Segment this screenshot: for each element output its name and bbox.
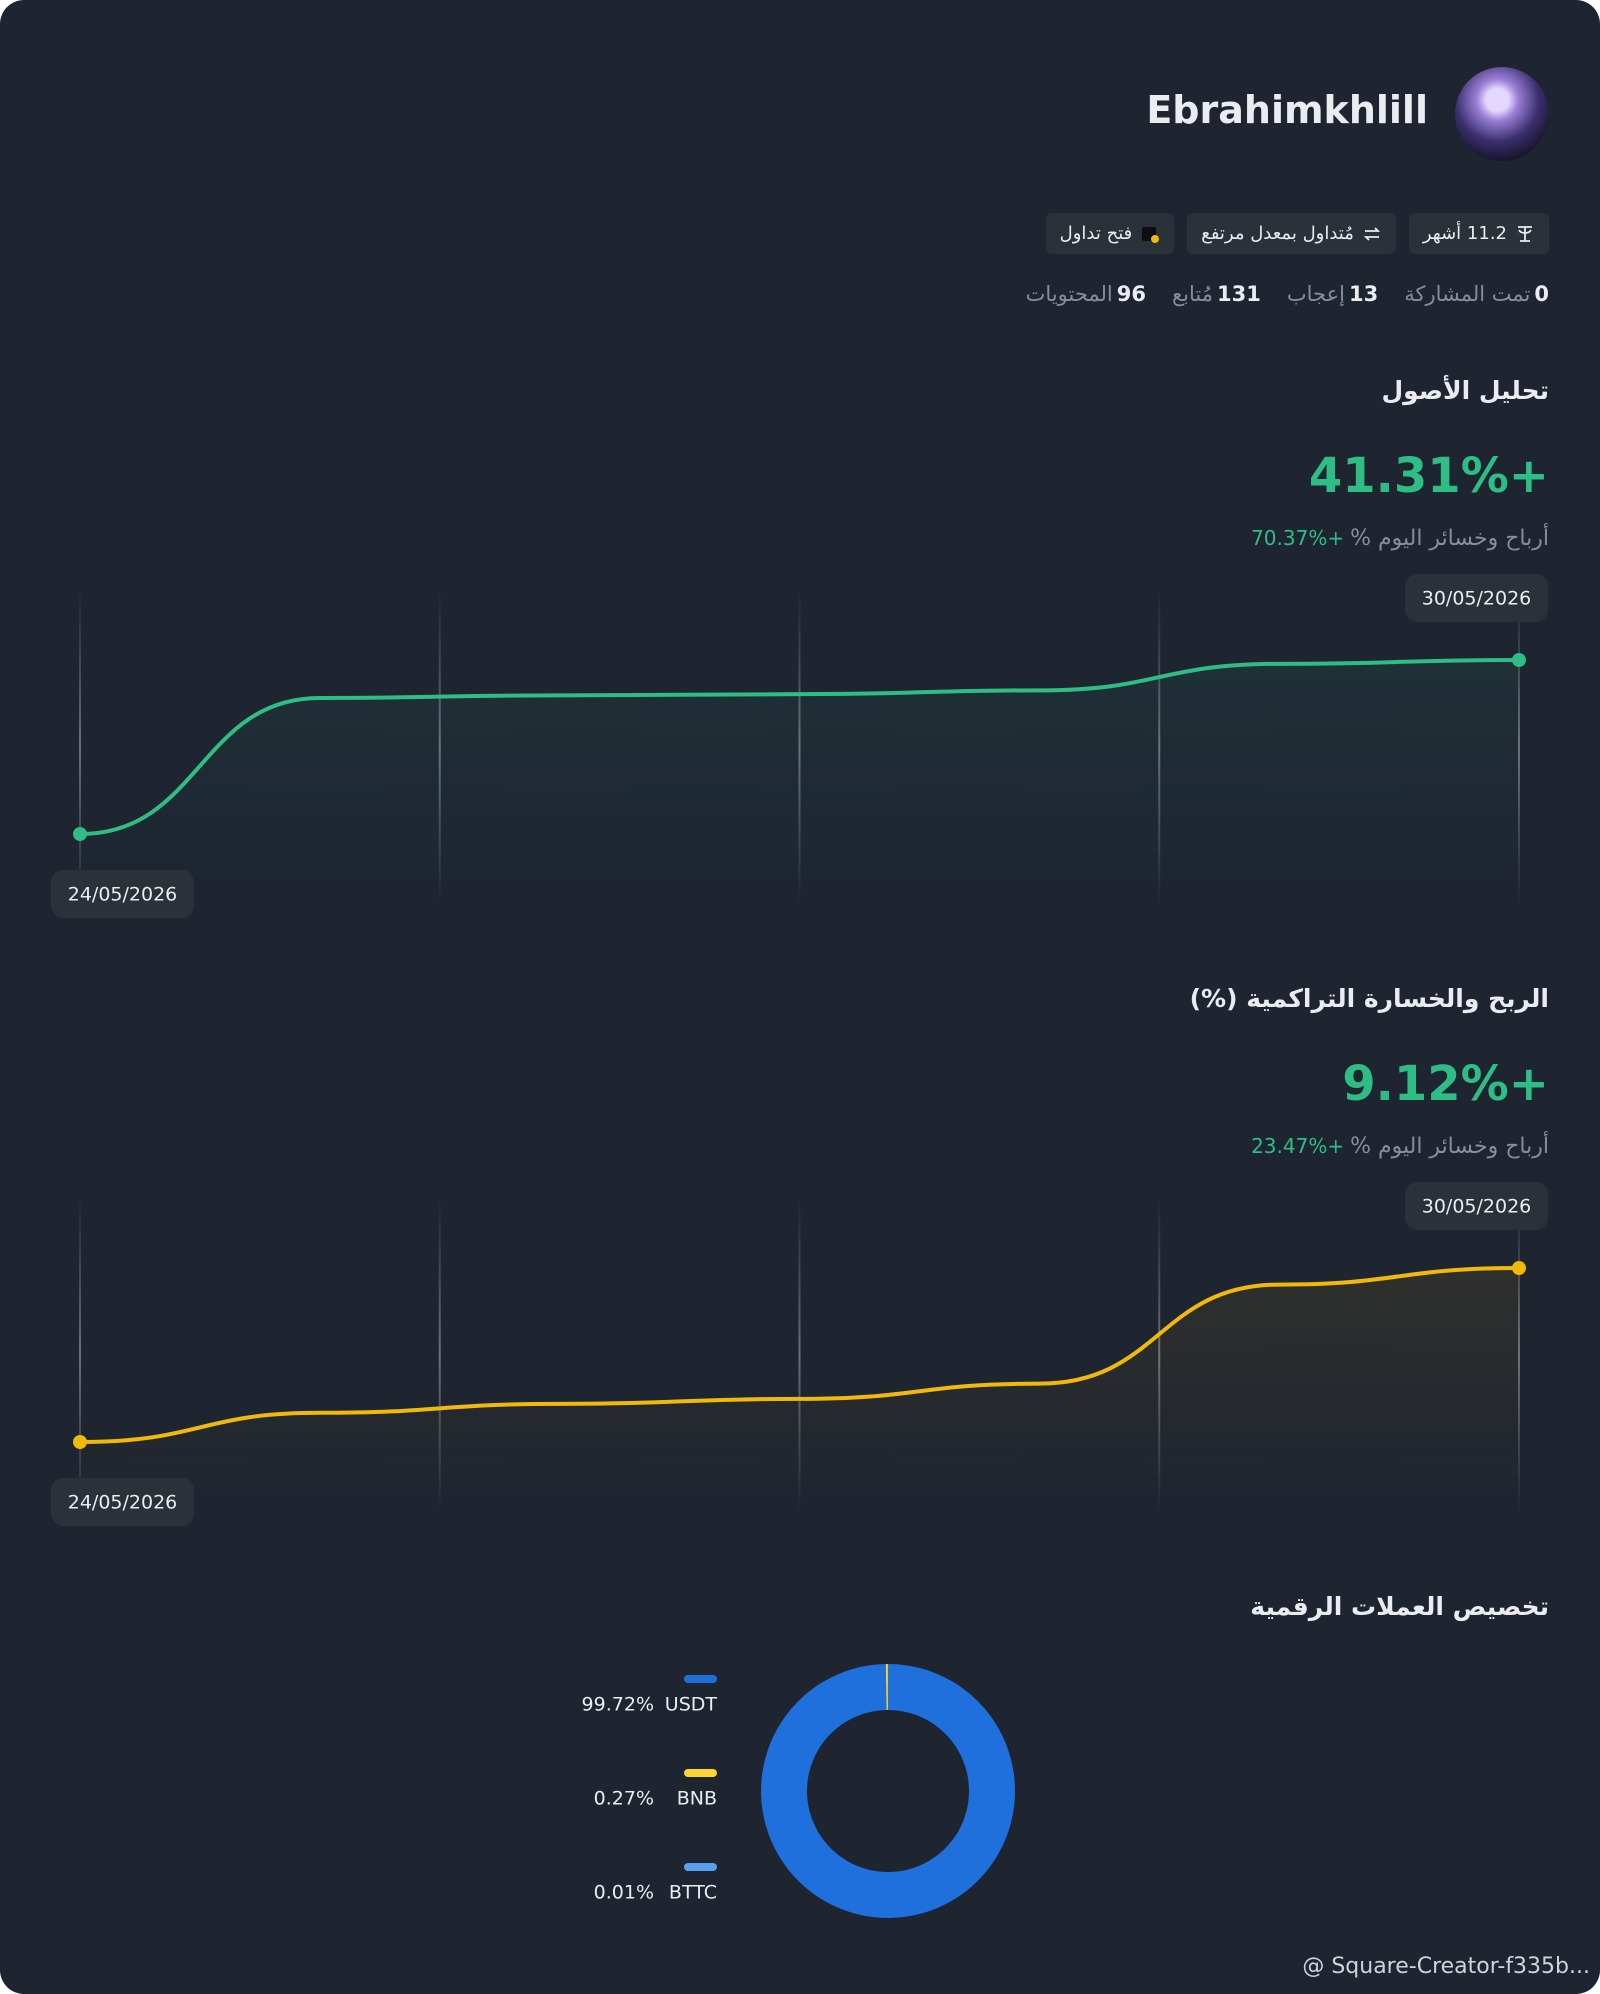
line <box>79 1266 1520 1444</box>
subtitle: أرباح وخسائر اليوم % <box>1350 526 1549 551</box>
donut-slice <box>761 1664 1016 1918</box>
section-title: الربح والخسارة التراكمية (%) <box>1189 984 1549 1013</box>
grid-line <box>438 1196 441 1514</box>
user-name[interactable]: Ebrahimkhlill <box>1146 88 1428 132</box>
headline: +41.31% <box>1308 448 1549 504</box>
legend-value: 0.01% <box>594 1882 654 1904</box>
stat: 13إعجاب <box>1287 282 1378 306</box>
subtitle-row: أرباح وخسائر اليوم %+23.47% <box>1251 1134 1549 1159</box>
icon <box>1142 226 1160 243</box>
badge-text: مُتداول بمعدل مرتفع <box>1201 223 1354 244</box>
line <box>79 658 1520 836</box>
area <box>80 660 1519 906</box>
headline: +9.12% <box>1342 1056 1549 1112</box>
legend-name: BTTC <box>669 1882 717 1904</box>
stat-label: إعجاب <box>1286 282 1345 306</box>
badge: 11.2 أشهر <box>1408 213 1549 254</box>
badges: 11.2 أشهر مُتداول بمعدل مرتفع فتح تداول <box>1045 213 1549 254</box>
icon <box>1363 226 1381 241</box>
legend-value: 0.27% <box>594 1788 654 1810</box>
legend-name: BNB <box>677 1788 717 1810</box>
grid-line <box>79 588 81 906</box>
start-dot <box>73 1435 87 1449</box>
legend-swatch <box>684 1863 717 1871</box>
subtitle-row: أرباح وخسائر اليوم %+70.37% <box>1251 526 1549 551</box>
badge: مُتداول بمعدل مرتفع <box>1187 213 1396 254</box>
date-box <box>1405 1182 1548 1230</box>
area <box>80 1268 1519 1514</box>
badge-text: فتح تداول <box>1059 223 1133 244</box>
stat-label: تمت المشاركة <box>1404 282 1531 306</box>
grid-line <box>798 1196 801 1514</box>
stat-label: المحتويات <box>1025 282 1113 306</box>
stat-value: 131 <box>1217 282 1261 306</box>
icon <box>1518 225 1532 242</box>
legend-swatch <box>684 1769 717 1777</box>
legend-name: USDT <box>665 1694 718 1716</box>
badge-text: 11.2 أشهر <box>1422 223 1507 244</box>
date-label: 24/05/2026 <box>68 1492 178 1514</box>
today-change: +23.47% <box>1251 1134 1345 1158</box>
start-dot <box>73 827 87 841</box>
end-dot <box>1512 1261 1526 1275</box>
stat-value: 13 <box>1348 282 1379 306</box>
stat-value: 96 <box>1116 282 1146 306</box>
date-label: 30/05/2026 <box>1422 1196 1532 1218</box>
date-box <box>51 1478 194 1526</box>
section-title: تخصيص العملات الرقمية <box>1250 1592 1549 1621</box>
date-label: 30/05/2026 <box>1422 588 1532 610</box>
date-box <box>1405 574 1548 622</box>
stat: 131مُتابع <box>1172 282 1261 306</box>
stats: 0تمت المشاركة 13إعجاب 131مُتابع 96المحتو… <box>1026 282 1549 306</box>
legend-swatch <box>684 1675 717 1683</box>
donut-slice <box>885 1664 888 1711</box>
avatar[interactable] <box>1455 67 1549 161</box>
stat: 0تمت المشاركة <box>1404 282 1549 306</box>
subtitle: أرباح وخسائر اليوم % <box>1350 1134 1549 1159</box>
grid-line <box>79 1196 81 1514</box>
section-title: تحليل الأصول <box>1381 376 1549 405</box>
today-change: +70.37% <box>1251 526 1345 550</box>
stat: 96المحتويات <box>1026 282 1146 306</box>
date-label: 24/05/2026 <box>68 884 178 906</box>
stat-value: 0 <box>1534 282 1549 306</box>
end-dot <box>1512 653 1526 667</box>
stat-label: مُتابع <box>1172 282 1214 306</box>
watermark: @ Square-Creator-f335b... <box>1302 1954 1590 1979</box>
date-box <box>51 870 194 918</box>
legend-value: 99.72% <box>582 1694 654 1716</box>
badge: فتح تداول <box>1045 213 1175 254</box>
